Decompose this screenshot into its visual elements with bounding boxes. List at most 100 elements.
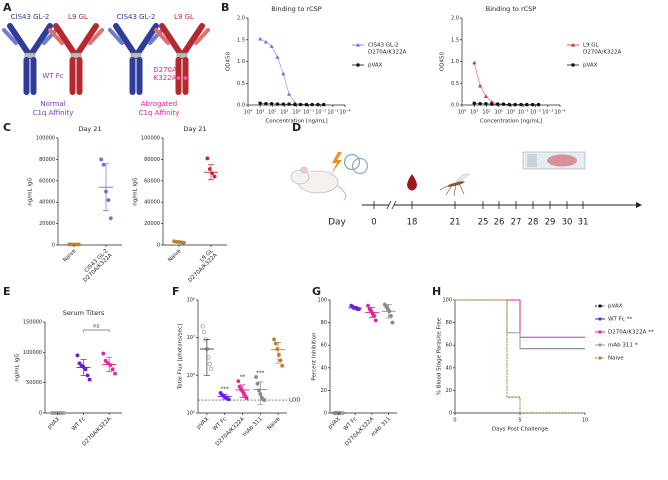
- error-bar: [275, 342, 282, 364]
- legend-label: mAb 311: [608, 343, 633, 349]
- marker: [536, 102, 541, 107]
- chart-title: Binding to rCSP: [486, 5, 537, 13]
- x-tick-label: 10⁻¹: [518, 110, 529, 116]
- legend-marker: [598, 317, 602, 321]
- timeline-day: 21: [450, 218, 461, 228]
- y-tick-label: 20000: [39, 221, 55, 227]
- category-label: pVAX: [327, 416, 342, 431]
- x-tick-label: 10: [582, 418, 588, 424]
- hinge: [176, 52, 188, 59]
- significance: ***: [221, 386, 230, 392]
- plasmid: [351, 157, 369, 175]
- legend-marker: [598, 304, 602, 308]
- data-point: [244, 396, 249, 400]
- y-tick-label: 50000: [26, 380, 42, 386]
- y-axis-label: % Blood Stage Parasite Free: [437, 317, 443, 395]
- legend-label: L9 GL: [583, 43, 600, 49]
- y-tick-label: 60: [446, 343, 452, 349]
- marker: [281, 71, 286, 76]
- legend-label: WT Fc: [608, 317, 625, 323]
- data-point: [87, 377, 92, 382]
- marker: [531, 102, 535, 107]
- y-label-group: ng/mL IgG: [28, 177, 34, 205]
- chart-title: Serum Titers: [63, 309, 105, 317]
- series-line: [260, 102, 324, 105]
- antibody: [108, 23, 164, 95]
- error-bar: [176, 241, 182, 243]
- heavy-arm: [179, 23, 205, 59]
- y-tick-label: 100: [442, 298, 452, 304]
- x-axis-label: Concentration [ng/mL]: [265, 119, 327, 125]
- y-tick-label: 0: [324, 411, 327, 417]
- y-axis-label: OD450: [440, 51, 446, 71]
- data-point: [83, 367, 88, 372]
- y-tick-label: 20: [446, 388, 452, 394]
- y-tick-label: 0: [52, 243, 55, 249]
- significance: **: [240, 375, 246, 381]
- blood-smear: [547, 154, 577, 167]
- marker: [478, 83, 483, 88]
- y-tick-label: 0.5: [451, 81, 459, 87]
- y-tick-label: 40000: [39, 200, 55, 206]
- y-tick-label: 100000: [36, 136, 55, 142]
- timeline-day: 27: [511, 218, 522, 228]
- error-bar: [385, 304, 392, 319]
- slide-label: [527, 154, 537, 167]
- error-bar: [221, 393, 228, 400]
- antibody-label: L9 GL: [68, 13, 88, 21]
- hinge: [70, 52, 82, 59]
- error-bar: [352, 306, 359, 310]
- data-point: [101, 351, 106, 356]
- legend-significance: **: [627, 317, 633, 323]
- marker: [269, 44, 274, 48]
- marker: [304, 102, 309, 107]
- category-label: WT Fc: [71, 416, 87, 432]
- marker: [258, 36, 263, 41]
- x-tick-label: 10²: [268, 110, 276, 116]
- panel-label: E: [3, 285, 11, 298]
- y-tick-label: 10⁶: [187, 373, 195, 379]
- marker: [495, 102, 500, 106]
- timeline-day: 26: [494, 218, 505, 228]
- y-tick-label: 1.0: [237, 59, 245, 65]
- data-point: [276, 352, 281, 357]
- marker: [270, 101, 274, 106]
- marker: [287, 102, 291, 106]
- y-label-group: ng/mL IgG: [133, 177, 139, 205]
- error-bar: [368, 306, 375, 318]
- marker: [489, 99, 494, 104]
- y-tick-label: 100000: [141, 136, 160, 142]
- series-line: [259, 38, 324, 105]
- x-tick-label: 0: [453, 418, 456, 424]
- error-bar: [80, 359, 87, 376]
- antibody: [2, 23, 58, 95]
- timeline-day: 30: [562, 218, 573, 228]
- survival-line: [455, 299, 585, 338]
- y-axis-label: Total Flux [photons/sec]: [178, 324, 184, 390]
- mutation-mark: [183, 76, 188, 80]
- data-point: [372, 313, 377, 318]
- y-tick-label: 0.0: [237, 103, 245, 109]
- y-tick-label: 2.0: [237, 16, 245, 22]
- y-tick-label: 1.0: [451, 59, 459, 65]
- legend-label: D270A/K322A: [608, 330, 646, 336]
- bracket-label: ns: [93, 324, 99, 330]
- x-tick-label: pVAX: [47, 416, 62, 431]
- timeline-day: 18: [407, 218, 418, 228]
- y-tick-label: 80: [446, 320, 452, 326]
- data-point: [262, 398, 267, 403]
- marker: [525, 102, 529, 107]
- marker: [501, 102, 506, 106]
- data-point: [208, 366, 214, 371]
- panel-label: G: [312, 285, 321, 298]
- y-tick-label: 10⁷: [187, 335, 195, 341]
- y-tick-label: 150000: [23, 320, 42, 326]
- y-label-group: Percent Inhibition: [312, 332, 318, 381]
- significance: ***: [256, 371, 265, 377]
- y-label-group: OD450: [440, 51, 446, 71]
- marker: [264, 101, 268, 106]
- heavy-arm: [159, 23, 185, 59]
- y-tick-label: 40: [446, 365, 452, 371]
- legend-label: Naive: [608, 356, 624, 362]
